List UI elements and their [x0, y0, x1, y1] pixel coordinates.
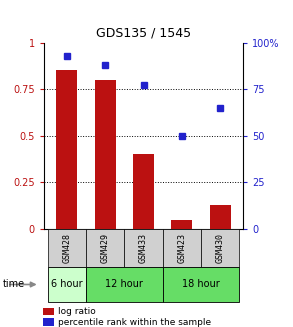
Title: GDS135 / 1545: GDS135 / 1545: [96, 27, 191, 40]
Bar: [210, 205, 231, 229]
Text: GSM428: GSM428: [62, 233, 71, 263]
Bar: [48, 229, 86, 267]
Bar: [56, 71, 77, 229]
Bar: [163, 229, 201, 267]
Bar: [86, 229, 125, 267]
Bar: [43, 318, 54, 326]
Bar: [86, 267, 163, 302]
Text: percentile rank within the sample: percentile rank within the sample: [58, 318, 211, 327]
Bar: [133, 154, 154, 229]
Text: GSM433: GSM433: [139, 233, 148, 263]
Bar: [48, 267, 86, 302]
Text: GSM429: GSM429: [101, 233, 110, 263]
Text: 12 hour: 12 hour: [105, 280, 143, 289]
Bar: [95, 80, 116, 229]
Text: 6 hour: 6 hour: [51, 280, 83, 289]
Bar: [43, 308, 54, 315]
Bar: [171, 220, 193, 229]
Bar: [125, 229, 163, 267]
Text: 18 hour: 18 hour: [182, 280, 220, 289]
Bar: [163, 267, 239, 302]
Text: log ratio: log ratio: [58, 307, 96, 316]
Bar: [201, 229, 239, 267]
Text: GSM430: GSM430: [216, 233, 225, 263]
Text: GSM423: GSM423: [177, 233, 186, 263]
Text: time: time: [3, 280, 25, 289]
